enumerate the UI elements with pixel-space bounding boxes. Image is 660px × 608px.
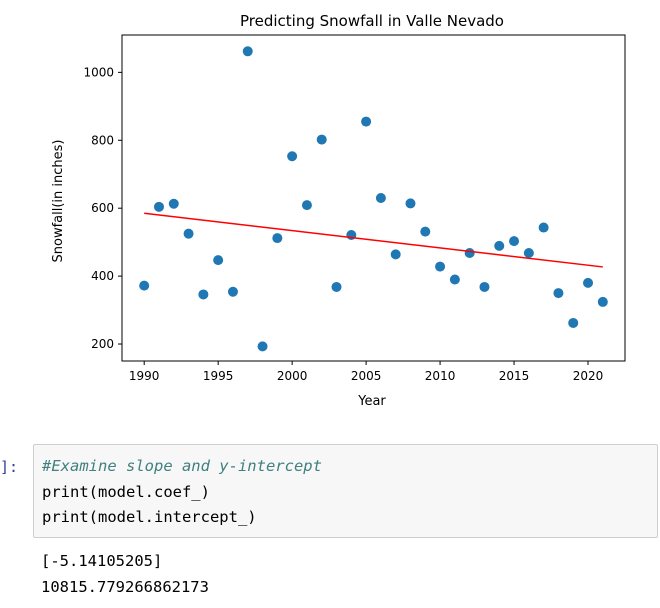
data-point [435,261,446,272]
x-axis-label: Year [357,394,386,409]
regression-line [144,212,603,268]
data-point [242,46,253,57]
data-point [287,151,298,162]
y-tick-label: 800 [91,133,114,147]
data-point [420,226,431,237]
data-point [464,248,475,259]
data-point [213,255,224,266]
data-point [568,317,579,328]
y-tick-label: 400 [91,269,114,283]
x-tick-label: 2000 [277,369,308,383]
x-tick-label: 2020 [573,369,604,383]
y-tick-label: 600 [91,201,114,215]
axes-frame [121,34,626,362]
code-input[interactable]: #Examine slope and y-intercept print(mod… [33,444,658,538]
cell-prompt: ]: [0,458,19,476]
data-point [597,296,608,307]
scatter-chart: Predicting Snowfall in Valle Nevado 1990… [51,12,626,409]
data-point [523,248,534,259]
data-point [198,289,209,300]
y-tick-label: 1000 [83,65,114,79]
data-point [316,134,327,145]
x-tick-label: 1990 [129,369,160,383]
code-line-coef: print(model.coef_) [42,483,210,501]
data-point [168,198,179,209]
data-point [375,193,386,203]
data-point [494,240,505,251]
data-point [553,288,564,299]
data-point [479,281,490,292]
y-axis-label: Snowfall(in inches) [51,140,66,263]
data-point [301,200,312,211]
code-comment: #Examine slope and y-intercept [42,457,322,475]
y-tick-label: 200 [91,337,114,351]
data-point [227,286,238,297]
x-tick-label: 1995 [203,369,234,383]
data-point [153,201,164,212]
data-point [257,341,268,352]
data-point [538,222,549,233]
output-coef: [-5.14105205] [41,552,163,570]
notebook-cell[interactable]: ]: #Examine slope and y-intercept print(… [0,444,660,544]
data-point [509,236,520,247]
data-point [449,274,460,285]
data-point [583,277,594,288]
data-point [405,198,416,209]
output-intercept: 10815.779266862173 [41,578,209,596]
chart-title: Predicting Snowfall in Valle Nevado [240,12,504,30]
data-point [390,249,401,260]
x-tick-label: 2005 [351,369,382,383]
code-line-intercept: print(model.intercept_) [42,508,257,526]
data-point [331,281,342,292]
data-point [361,116,372,127]
data-point [139,280,150,291]
data-point [183,228,194,239]
data-point [272,233,283,244]
x-tick-label: 2015 [499,369,530,383]
x-tick-label: 2010 [425,369,456,383]
